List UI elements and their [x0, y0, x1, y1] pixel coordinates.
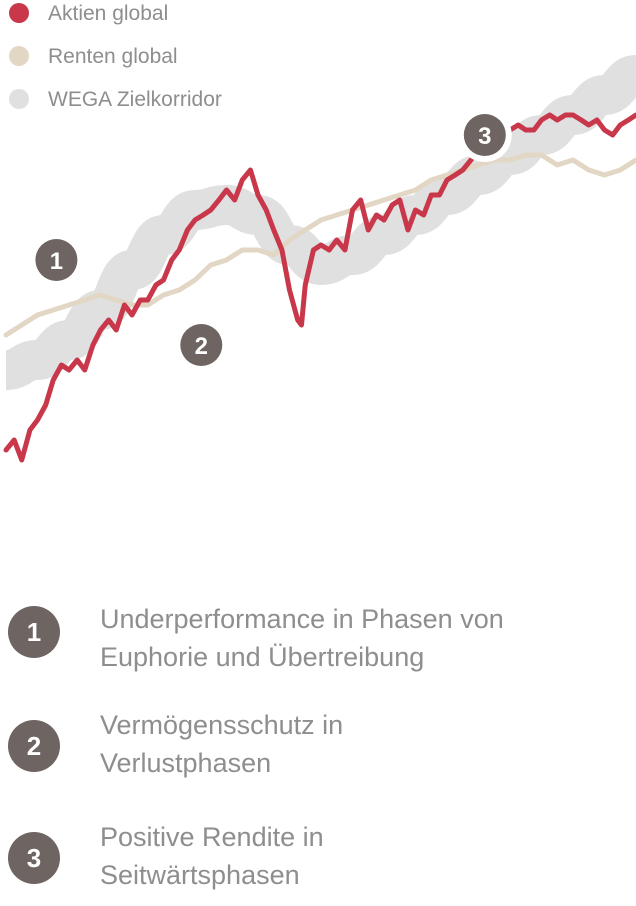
note-text-1-line-1: Underperformance in Phasen von	[100, 604, 504, 634]
plot-area: 1 2 3	[3, 55, 636, 463]
note-item-2: 2 Vermögensschutz in Verlustphasen	[0, 706, 636, 796]
annotation-marker-1: 1	[29, 233, 84, 287]
legend-item-1: Aktien global	[9, 2, 168, 25]
series-line-renten-global	[3, 152, 636, 338]
note-item-1: 1 Underperformance in Phasen von Euphori…	[0, 596, 636, 686]
annotation-circle-1	[35, 239, 78, 281]
annotation-circle-2	[180, 324, 223, 366]
performance-chart: Aktien global Renten global WEGA Zielkorri…	[3, 2, 636, 463]
legend-item-3: WEGA Zielkorridor	[9, 88, 222, 111]
legend-swatch-1	[9, 3, 29, 23]
note-text-2-line-2: Verlustphasen	[100, 748, 272, 778]
note-text-3-line-1: Positive Rendite in	[100, 822, 324, 852]
annotation-label-3: 3	[478, 123, 491, 150]
note-badge-3: 3	[8, 832, 60, 884]
legend-swatch-3	[9, 89, 29, 109]
legend-swatch-2	[9, 46, 29, 66]
target-corridor-band	[4, 55, 636, 390]
note-text-3-line-2: Seitwärtsphasen	[100, 860, 300, 890]
series-line-aktien-global	[3, 112, 636, 463]
annotation-label-2: 2	[195, 333, 208, 360]
legend-label-1: Aktien global	[48, 2, 168, 25]
annotation-circle-3	[463, 114, 506, 156]
note-badge-1: 1	[8, 606, 60, 658]
note-text-3: Positive Rendite in Seitwärtsphasen	[100, 818, 620, 894]
note-badge-2: 2	[8, 720, 60, 772]
note-text-1: Underperformance in Phasen von Euphorie …	[100, 600, 620, 676]
legend-label-3: WEGA Zielkorridor	[48, 88, 222, 111]
note-text-2-line-1: Vermögensschutz in	[100, 710, 344, 740]
note-item-3: 3 Positive Rendite in Seitwärtsphasen	[0, 816, 636, 906]
legend-item-2: Renten global	[9, 45, 178, 68]
annotation-marker-2: 2	[174, 318, 229, 372]
legend-label-2: Renten global	[48, 45, 178, 68]
note-text-1-line-2: Euphorie und Übertreibung	[100, 642, 425, 672]
note-text-2: Vermögensschutz in Verlustphasen	[100, 706, 620, 782]
chart-legend: Aktien global Renten global WEGA Zielkorri…	[9, 2, 222, 111]
annotation-marker-3: 3	[457, 108, 512, 162]
annotation-label-1: 1	[50, 248, 63, 275]
